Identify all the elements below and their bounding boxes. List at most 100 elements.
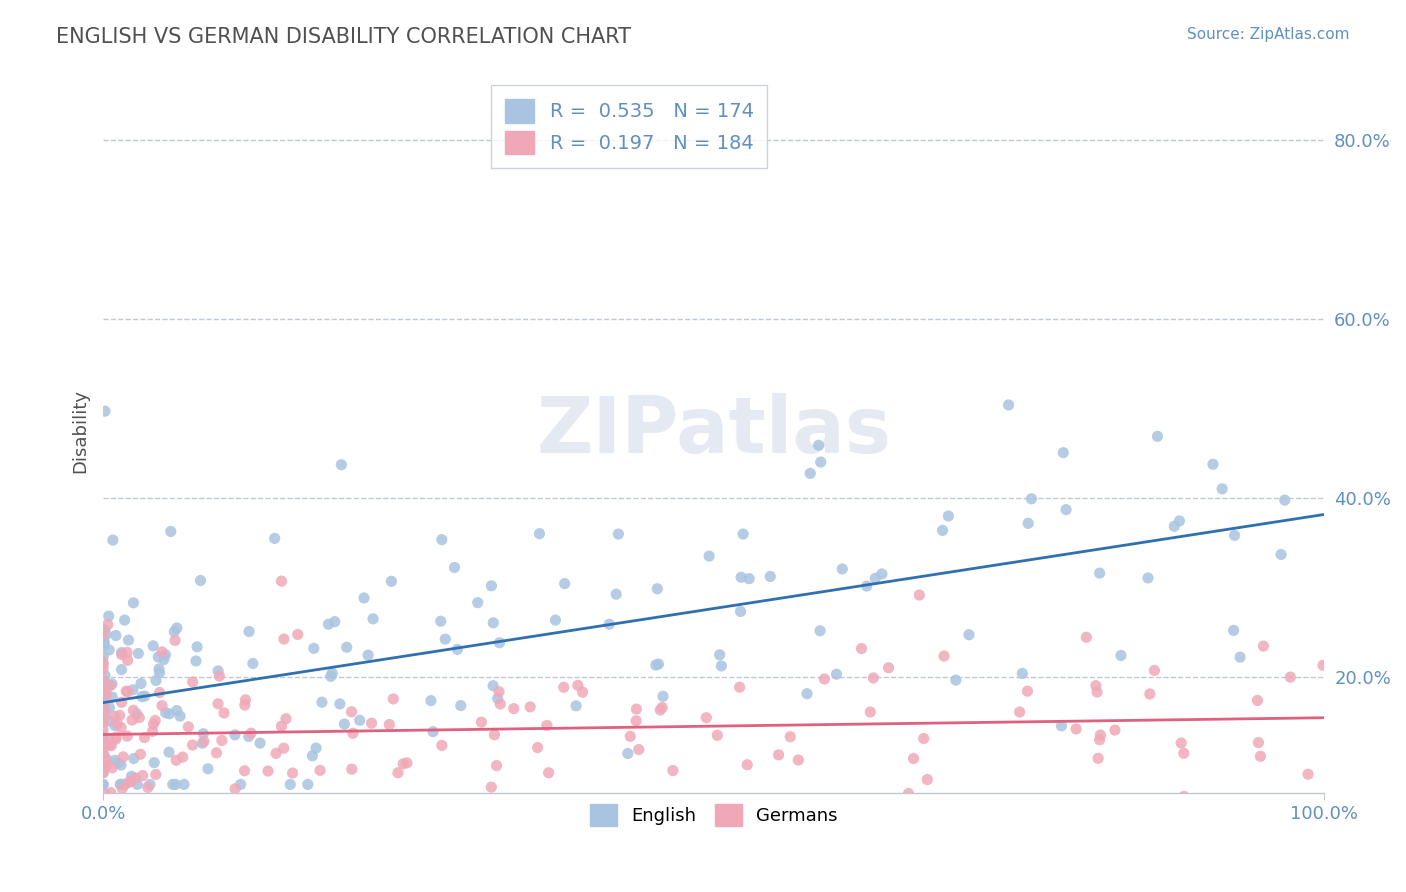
Point <box>104 628 127 642</box>
Point <box>1274 493 1296 508</box>
Point <box>536 718 558 732</box>
Point <box>93 636 115 650</box>
Point <box>1087 751 1109 765</box>
Point <box>183 812 205 826</box>
Point <box>91 673 114 688</box>
Point <box>1052 445 1074 459</box>
Point <box>162 777 184 791</box>
Point <box>567 678 589 692</box>
Point <box>98 643 121 657</box>
Point <box>488 636 510 650</box>
Point <box>91 703 114 717</box>
Point <box>114 777 136 791</box>
Point <box>287 627 309 641</box>
Point <box>120 774 142 789</box>
Point <box>1192 818 1215 832</box>
Point <box>311 695 333 709</box>
Point <box>191 736 214 750</box>
Point <box>903 751 925 765</box>
Point <box>91 704 114 718</box>
Point <box>91 759 114 773</box>
Point <box>94 627 117 641</box>
Point <box>652 690 675 704</box>
Point <box>145 673 167 688</box>
Point <box>862 671 884 685</box>
Point <box>93 623 115 637</box>
Point <box>91 777 114 791</box>
Point <box>91 765 114 780</box>
Point <box>519 699 541 714</box>
Point <box>101 677 124 691</box>
Point <box>233 764 256 778</box>
Point <box>467 596 489 610</box>
Point <box>134 689 156 703</box>
Point <box>1211 482 1233 496</box>
Point <box>157 706 180 721</box>
Point <box>100 786 122 800</box>
Point <box>169 709 191 723</box>
Point <box>129 747 152 762</box>
Point <box>357 648 380 662</box>
Point <box>598 617 620 632</box>
Point <box>128 711 150 725</box>
Point <box>360 716 382 731</box>
Point <box>110 777 132 791</box>
Text: ZIPatlas: ZIPatlas <box>536 393 891 469</box>
Point <box>100 739 122 753</box>
Point <box>91 723 114 737</box>
Point <box>526 740 548 755</box>
Point <box>997 398 1019 412</box>
Point <box>91 758 114 772</box>
Point <box>148 650 170 665</box>
Point <box>1017 684 1039 698</box>
Point <box>1104 723 1126 737</box>
Point <box>486 691 509 706</box>
Point <box>645 582 668 596</box>
Point <box>91 777 114 791</box>
Point <box>91 758 114 772</box>
Point <box>115 684 138 698</box>
Point <box>870 566 893 581</box>
Point <box>93 755 115 769</box>
Point <box>938 508 960 523</box>
Point <box>111 781 134 796</box>
Point <box>110 721 132 735</box>
Point <box>208 669 231 683</box>
Point <box>302 641 325 656</box>
Point <box>274 712 297 726</box>
Point <box>775 816 797 830</box>
Point <box>93 735 115 749</box>
Point <box>281 766 304 780</box>
Point <box>93 674 115 689</box>
Point <box>124 771 146 785</box>
Point <box>138 799 160 814</box>
Point <box>93 699 115 714</box>
Point <box>96 687 118 701</box>
Point <box>430 533 453 547</box>
Point <box>97 609 120 624</box>
Point <box>93 687 115 701</box>
Point <box>644 658 666 673</box>
Point <box>115 645 138 659</box>
Point <box>93 756 115 770</box>
Point <box>91 714 114 728</box>
Point <box>544 613 567 627</box>
Point <box>1253 639 1275 653</box>
Point <box>143 756 166 770</box>
Point <box>489 697 512 711</box>
Point <box>143 714 166 728</box>
Point <box>1312 658 1334 673</box>
Point <box>706 728 728 742</box>
Point <box>1008 705 1031 719</box>
Point <box>851 641 873 656</box>
Point <box>284 801 307 815</box>
Point <box>107 756 129 770</box>
Point <box>825 667 848 681</box>
Point <box>142 717 165 731</box>
Point <box>93 634 115 648</box>
Point <box>93 638 115 652</box>
Point <box>155 648 177 662</box>
Point <box>450 698 472 713</box>
Point <box>91 753 114 767</box>
Point <box>1229 650 1251 665</box>
